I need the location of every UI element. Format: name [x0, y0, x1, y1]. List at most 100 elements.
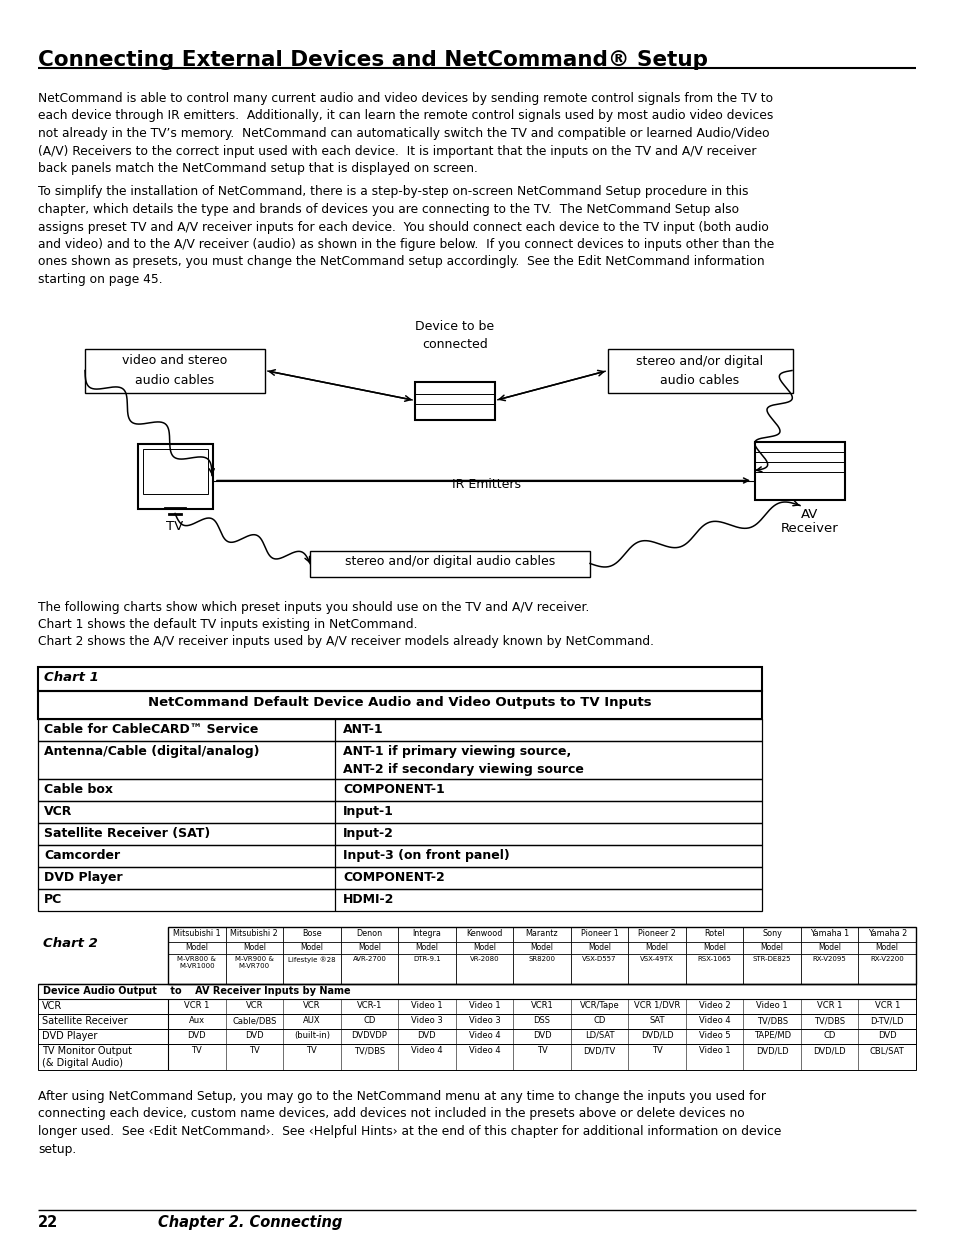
- Text: Mitsubishi 1: Mitsubishi 1: [172, 929, 220, 939]
- Text: DVD/LD: DVD/LD: [640, 1031, 673, 1040]
- Text: VCR 1/DVR: VCR 1/DVR: [634, 1002, 679, 1010]
- Bar: [85, 348, 265, 393]
- Text: Antenna/Cable (digital/analog): Antenna/Cable (digital/analog): [44, 745, 259, 758]
- Bar: [38, 1029, 915, 1044]
- Text: Model: Model: [645, 944, 668, 952]
- Text: HDMI-2: HDMI-2: [343, 893, 394, 906]
- Text: 22: 22: [38, 1215, 58, 1230]
- Text: DSS: DSS: [533, 1016, 550, 1025]
- Text: VSX-D557: VSX-D557: [581, 956, 617, 962]
- Text: M-VR900 &
M-VR700: M-VR900 & M-VR700: [234, 956, 274, 969]
- Bar: [38, 823, 761, 845]
- Text: Video 5: Video 5: [698, 1031, 730, 1040]
- Text: assigns preset TV and A/V receiver inputs for each device.  You should connect e: assigns preset TV and A/V receiver input…: [38, 221, 768, 233]
- Bar: [38, 802, 761, 823]
- Text: Mitsubishi 2: Mitsubishi 2: [231, 929, 278, 939]
- Text: DVD: DVD: [417, 1031, 436, 1040]
- Text: STR-DE825: STR-DE825: [752, 956, 791, 962]
- Text: COMPONENT-1: COMPONENT-1: [343, 783, 444, 797]
- Text: Integra: Integra: [412, 929, 441, 939]
- Text: Video 1: Video 1: [698, 1046, 730, 1055]
- Text: (built-in): (built-in): [294, 1031, 330, 1040]
- Text: To simplify the installation of NetCommand, there is a step-by-step on-screen Ne: To simplify the installation of NetComma…: [38, 185, 748, 199]
- Text: NetCommand Default Device Audio and Video Outputs to TV Inputs: NetCommand Default Device Audio and Vide…: [148, 697, 651, 709]
- Text: Marantz: Marantz: [525, 929, 558, 939]
- Text: VCR: VCR: [42, 1002, 62, 1011]
- Text: DVD/TV: DVD/TV: [583, 1046, 615, 1055]
- Text: Video 4: Video 4: [468, 1046, 499, 1055]
- Text: TV/DBS: TV/DBS: [354, 1046, 385, 1055]
- Bar: [38, 719, 761, 741]
- Text: DVD Player: DVD Player: [42, 1031, 97, 1041]
- Bar: [38, 867, 761, 889]
- Text: DVD/LD: DVD/LD: [813, 1046, 845, 1055]
- Text: After using NetCommand Setup, you may go to the NetCommand menu at any time to c: After using NetCommand Setup, you may go…: [38, 1091, 765, 1103]
- Text: Model: Model: [473, 944, 496, 952]
- Text: Video 2: Video 2: [698, 1002, 730, 1010]
- Text: Video 1: Video 1: [756, 1002, 787, 1010]
- Text: Model: Model: [818, 944, 841, 952]
- Text: Rotel: Rotel: [703, 929, 724, 939]
- Text: Input-2: Input-2: [343, 827, 394, 840]
- Text: Model: Model: [875, 944, 898, 952]
- Text: TV: TV: [651, 1046, 661, 1055]
- Text: TAPE/MD: TAPE/MD: [753, 1031, 790, 1040]
- Text: DVD: DVD: [532, 1031, 551, 1040]
- Text: AUX: AUX: [303, 1016, 320, 1025]
- Text: back panels match the NetCommand setup that is displayed on screen.: back panels match the NetCommand setup t…: [38, 162, 477, 175]
- Text: connecting each device, custom name devices, add devices not included in the pre: connecting each device, custom name devi…: [38, 1108, 744, 1120]
- Text: VSX-49TX: VSX-49TX: [639, 956, 674, 962]
- Text: TV: TV: [306, 1046, 317, 1055]
- Text: Satellite Receiver (SAT): Satellite Receiver (SAT): [44, 827, 210, 840]
- Text: DVD: DVD: [877, 1031, 896, 1040]
- Bar: [38, 889, 761, 911]
- Text: SR8200: SR8200: [528, 956, 555, 962]
- Text: Yamaha 1: Yamaha 1: [809, 929, 848, 939]
- Bar: [143, 448, 208, 494]
- Text: VCR1: VCR1: [530, 1002, 553, 1010]
- Text: IR Emitters: IR Emitters: [452, 478, 521, 492]
- Text: CD: CD: [593, 1016, 605, 1025]
- Text: Camcorder: Camcorder: [44, 848, 120, 862]
- Text: stereo and/or digital
audio cables: stereo and/or digital audio cables: [636, 354, 762, 387]
- Text: The following charts show which preset inputs you should use on the TV and A/V r: The following charts show which preset i…: [38, 600, 589, 614]
- Text: RX-V2095: RX-V2095: [812, 956, 845, 962]
- Text: video and stereo
audio cables: video and stereo audio cables: [122, 354, 228, 387]
- Text: PC: PC: [44, 893, 62, 906]
- Text: TV: TV: [536, 1046, 547, 1055]
- Text: ones shown as presets, you must change the NetCommand setup accordingly.  See th: ones shown as presets, you must change t…: [38, 256, 763, 268]
- Text: Model: Model: [760, 944, 782, 952]
- Text: Connecting External Devices and NetCommand® Setup: Connecting External Devices and NetComma…: [38, 49, 707, 70]
- Text: starting on page 45.: starting on page 45.: [38, 273, 162, 287]
- Text: D-TV/LD: D-TV/LD: [869, 1016, 903, 1025]
- Text: VCR 1: VCR 1: [816, 1002, 841, 1010]
- Text: Yamaha 2: Yamaha 2: [866, 929, 906, 939]
- Text: VCR: VCR: [44, 805, 72, 818]
- Text: Input-3 (on front panel): Input-3 (on front panel): [343, 848, 509, 862]
- Text: TV Monitor Output
(& Digital Audio): TV Monitor Output (& Digital Audio): [42, 1046, 132, 1068]
- Bar: [38, 779, 761, 802]
- Text: Model: Model: [415, 944, 438, 952]
- Text: DTR-9.1: DTR-9.1: [413, 956, 440, 962]
- Text: Model: Model: [587, 944, 611, 952]
- Text: Device to be
connected: Device to be connected: [415, 321, 494, 352]
- Bar: [415, 382, 495, 420]
- Text: ANT-1: ANT-1: [343, 722, 383, 736]
- Bar: [607, 348, 792, 393]
- Text: VCR: VCR: [245, 1002, 263, 1010]
- Bar: [38, 692, 761, 719]
- Text: COMPONENT-2: COMPONENT-2: [343, 871, 444, 884]
- Text: DVD: DVD: [245, 1031, 263, 1040]
- Text: Kenwood: Kenwood: [466, 929, 502, 939]
- Bar: [38, 1044, 915, 1070]
- Text: Chart 1 shows the default TV inputs existing in NetCommand.: Chart 1 shows the default TV inputs exis…: [38, 618, 417, 631]
- Text: VCR 1: VCR 1: [874, 1002, 899, 1010]
- Text: CBL/SAT: CBL/SAT: [869, 1046, 903, 1055]
- Text: Video 4: Video 4: [411, 1046, 442, 1055]
- Text: AV
Receiver: AV Receiver: [781, 508, 838, 536]
- Text: each device through IR emitters.  Additionally, it can learn the remote control : each device through IR emitters. Additio…: [38, 110, 773, 122]
- Text: Video 3: Video 3: [411, 1016, 442, 1025]
- Text: Bose: Bose: [302, 929, 321, 939]
- Text: CD: CD: [822, 1031, 835, 1040]
- Text: Denon: Denon: [356, 929, 382, 939]
